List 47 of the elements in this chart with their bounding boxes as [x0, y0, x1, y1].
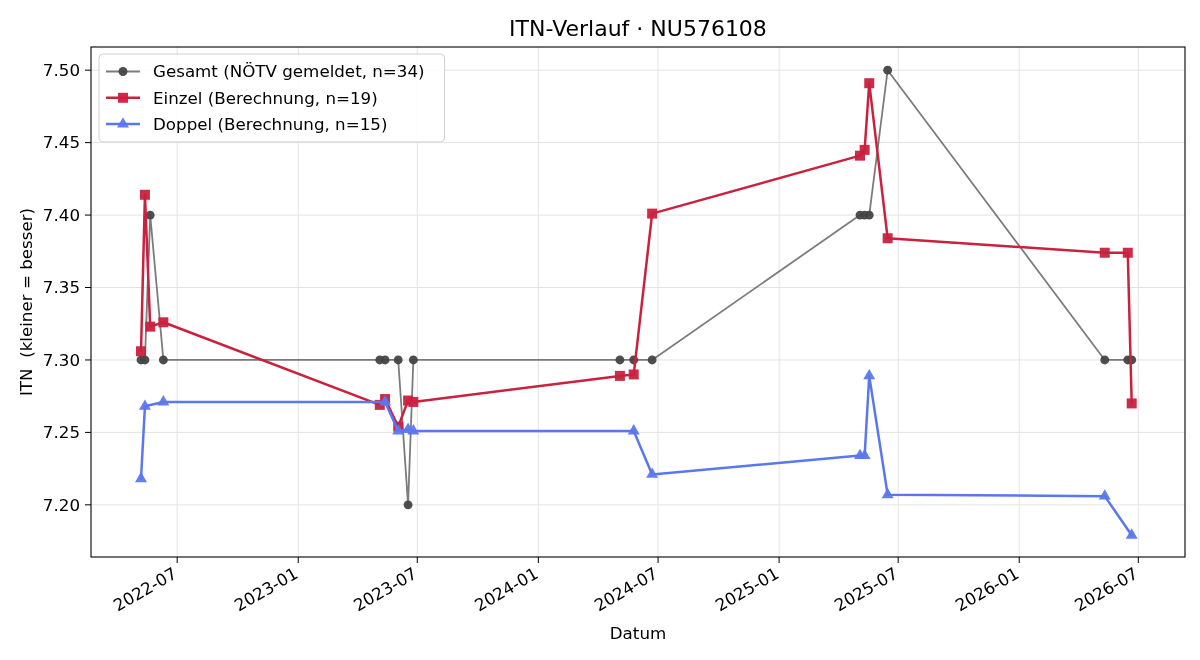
point [136, 346, 146, 357]
point [140, 355, 150, 365]
y-tick-label: 7.50 [42, 60, 80, 81]
legend-label: Einzel (Berechnung, n=19) [153, 87, 378, 108]
point [614, 370, 625, 381]
point [647, 355, 657, 365]
point [882, 233, 893, 244]
point [157, 395, 170, 406]
point [1098, 489, 1111, 500]
point [864, 210, 874, 220]
point [1122, 247, 1133, 258]
y-tick-label: 7.25 [42, 422, 80, 443]
point [145, 321, 156, 332]
y-tick-label: 7.30 [42, 349, 80, 370]
legend-label: Gesamt (NÖTV gemeldet, n=34) [153, 61, 425, 82]
point [1100, 355, 1110, 365]
point [646, 467, 659, 478]
y-tick-label: 7.35 [42, 277, 80, 298]
y-tick-label: 7.45 [42, 132, 80, 153]
point [380, 355, 390, 365]
point [138, 399, 151, 410]
point [158, 317, 169, 328]
point [408, 355, 418, 365]
point [864, 78, 875, 89]
y-tick-label: 7.40 [42, 204, 80, 225]
point [1125, 528, 1138, 539]
y-axis-title: ITN (kleiner = besser) [16, 207, 36, 397]
point [408, 396, 419, 407]
point [627, 424, 640, 435]
x-axis-title: Datum [609, 623, 667, 643]
chart-title: ITN-Verlauf · NU576108 [509, 16, 767, 41]
point [407, 424, 420, 435]
legend-label: Doppel (Berechnung, n=15) [153, 113, 388, 134]
point [158, 355, 168, 365]
point [1126, 398, 1137, 409]
point [881, 487, 894, 499]
point [139, 189, 150, 200]
point [403, 500, 413, 510]
point [883, 65, 893, 75]
point [615, 355, 625, 365]
point [1099, 247, 1110, 258]
point [628, 369, 639, 380]
y-tick-label: 7.20 [42, 494, 80, 515]
point [647, 208, 658, 219]
point [393, 355, 403, 365]
point [859, 144, 870, 155]
point [863, 368, 876, 380]
